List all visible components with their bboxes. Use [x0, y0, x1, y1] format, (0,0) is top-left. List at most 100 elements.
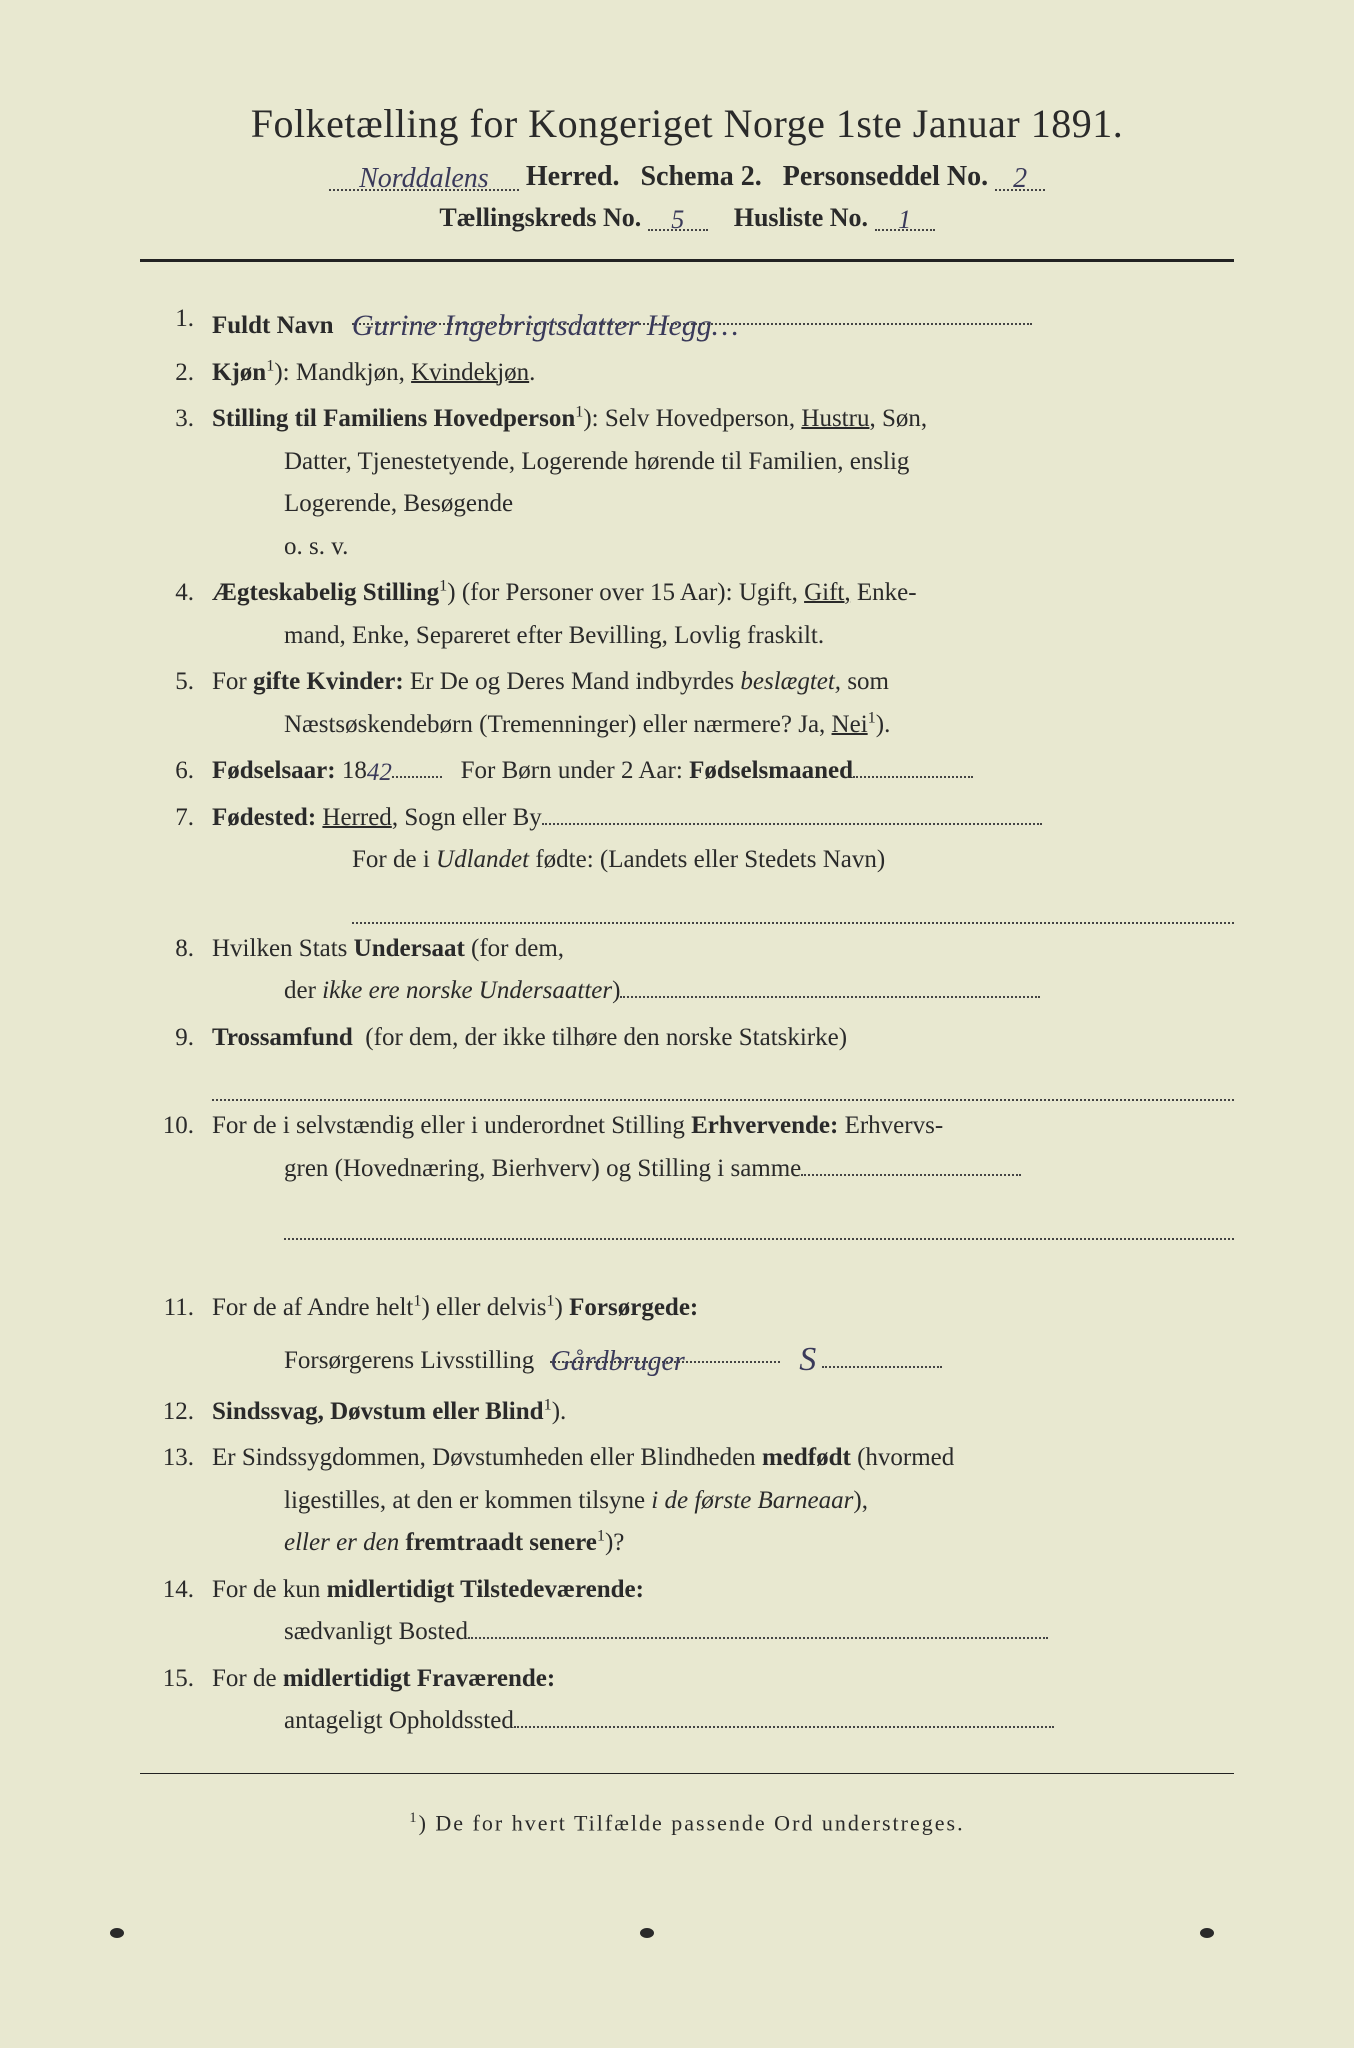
field-15: 15. For de midlertidigt Fraværende: anta… — [140, 1658, 1234, 1743]
divider-bottom — [140, 1773, 1234, 1774]
herred-underlined: Herred — [322, 804, 391, 831]
text: ) — [555, 1294, 570, 1321]
full-name-hand: Gurine Ingebrigtsdatter Hegg… — [352, 309, 739, 342]
line: Logerende, Besøgende — [212, 483, 1234, 526]
census-form-page: Folketælling for Kongeriget Norge 1ste J… — [0, 0, 1354, 2048]
field-3: 3. Stilling til Familiens Hovedperson1):… — [140, 398, 1234, 568]
personseddel-no: 2 — [1013, 163, 1027, 194]
field-9: 9. Trossamfund (for dem, der ikke tilhør… — [140, 1017, 1234, 1102]
gift-underlined: Gift, — [804, 579, 851, 606]
field-5: 5. For gifte Kvinder: Er De og Deres Man… — [140, 661, 1234, 746]
year-prefix: 18 — [342, 757, 367, 784]
field-num: 9. — [140, 1017, 212, 1060]
line: ligestilles, at den er kommen tilsyne i … — [284, 1487, 868, 1514]
personseddel-label: Personseddel No. — [783, 161, 988, 192]
subtitle-line-1: Norddalens Herred. Schema 2. Personsedde… — [140, 161, 1234, 193]
text: Enke- — [851, 579, 917, 606]
field-8: 8. Hvilken Stats Undersaat (for dem, der… — [140, 928, 1234, 1013]
field-num: 10. — [140, 1105, 212, 1148]
field-10: 10. For de i selvstændig eller i underor… — [140, 1105, 1234, 1240]
line: der ikke ere norske Undersaatter) — [284, 977, 620, 1004]
text: For de af Andre helt — [212, 1294, 413, 1321]
line: mand, Enke, Separeret efter Bevilling, L… — [212, 615, 1234, 658]
line: For de kun midlertidigt Tilstedeværende: — [212, 1576, 644, 1603]
divider-top — [140, 259, 1234, 262]
field-num: 13. — [140, 1437, 212, 1480]
field-label: Stilling til Familiens Hovedperson — [212, 405, 575, 432]
tail: , Sogn eller By — [392, 804, 542, 831]
husliste-label: Husliste No. — [734, 203, 868, 232]
blank-line — [212, 1059, 1234, 1101]
tail: . — [529, 359, 535, 386]
field-num: 1. — [140, 298, 212, 341]
field-num: 4. — [140, 572, 212, 615]
tail: ). — [876, 711, 891, 738]
field-label: Fuldt Navn — [212, 312, 334, 339]
hustru-underlined: Hustru — [801, 405, 869, 432]
text: For de i selvstændig eller i underordnet… — [212, 1112, 691, 1139]
field-num: 14. — [140, 1569, 212, 1612]
footnote: 1) De for hvert Tilfælde passende Ord un… — [140, 1810, 1234, 1836]
schema-label: Schema 2. — [640, 161, 761, 192]
line: For gifte Kvinder: Er De og Deres Mand i… — [212, 668, 889, 695]
line: Forsørgerens Livsstilling — [284, 1347, 534, 1374]
ink-mark — [110, 1928, 124, 1938]
kreds-no: 5 — [671, 205, 684, 234]
herred-label: Herred. — [526, 161, 620, 192]
text: (for dem, der ikke tilhøre den norske St… — [365, 1024, 847, 1051]
blank-line — [352, 882, 1234, 924]
field-num: 12. — [140, 1391, 212, 1434]
line: Hvilken Stats Undersaat (for dem, — [212, 935, 564, 962]
subtitle-line-2: Tællingskreds No. 5 Husliste No. 1 — [140, 203, 1234, 233]
line: gren (Hovednæring, Bierhverv) og Stillin… — [284, 1155, 801, 1182]
field-num: 5. — [140, 661, 212, 704]
field-11: 11. For de af Andre helt1) eller delvis1… — [140, 1287, 1234, 1387]
kreds-label: Tællingskreds No. — [439, 203, 641, 232]
field-num: 8. — [140, 928, 212, 971]
line: Er Sindssygdommen, Døvstumheden eller Bl… — [212, 1444, 954, 1471]
sup: 1 — [544, 1395, 552, 1413]
field-6: 6. Fødselsaar: 1842 For Børn under 2 Aar… — [140, 750, 1234, 793]
line: Datter, Tjenestetyende, Logerende hørend… — [212, 441, 1234, 484]
field-label: Kjøn — [212, 359, 266, 386]
sup: 1 — [868, 708, 876, 726]
footnote-text: ) De for hvert Tilfælde passende Ord und… — [419, 1810, 965, 1835]
field-num: 15. — [140, 1658, 212, 1701]
bold: fremtraadt senere — [405, 1529, 596, 1556]
text: , Søn, — [869, 405, 927, 432]
livsstilling-hand-s: S — [799, 1341, 816, 1378]
sup: 1 — [597, 1527, 605, 1545]
tail: )? — [605, 1529, 624, 1556]
text: Næstsøskendebørn (Tremenninger) eller næ… — [284, 711, 832, 738]
livsstilling-hand: Gårdbruger — [550, 1346, 684, 1377]
field-7: 7. Fødested: Herred, Sogn eller By For d… — [140, 797, 1234, 924]
field-label: Trossamfund — [212, 1024, 353, 1051]
field-4: 4. Ægteskabelig Stilling1) (for Personer… — [140, 572, 1234, 657]
footnote-sup: 1 — [409, 1810, 418, 1826]
blank-line — [284, 1198, 1234, 1240]
page-title: Folketælling for Kongeriget Norge 1ste J… — [140, 100, 1234, 147]
field-num: 3. — [140, 398, 212, 441]
year-hand: 42 — [367, 759, 392, 786]
line: For de midlertidigt Fraværende: — [212, 1665, 555, 1692]
field-2: 2. Kjøn1): Mandkjøn, Kvindekjøn. — [140, 352, 1234, 395]
field-label: Ægteskabelig Stilling — [212, 579, 439, 606]
line: sædvanligt Bosted — [284, 1618, 468, 1645]
line: antageligt Opholdssted — [284, 1707, 514, 1734]
field-num: 6. — [140, 750, 212, 793]
text: ): Mandkjøn, — [274, 359, 411, 386]
field-12: 12. Sindssvag, Døvstum eller Blind1). — [140, 1391, 1234, 1434]
field-num: 7. — [140, 797, 212, 840]
text: ) eller delvis — [421, 1294, 546, 1321]
field-num: 11. — [140, 1287, 212, 1330]
label2: Fødselsmaaned — [689, 757, 853, 784]
herred-handwritten: Norddalens — [359, 163, 489, 194]
text: Erhvervs- — [838, 1112, 943, 1139]
erhvervende: Erhvervende: — [691, 1112, 838, 1139]
husliste-no: 1 — [898, 205, 911, 234]
field-list: 1. Fuldt Navn Gurine Ingebrigtsdatter He… — [140, 298, 1234, 1743]
nei-underlined: Nei — [832, 711, 868, 738]
field-num: 2. — [140, 352, 212, 395]
kvindekjon-underlined: Kvindekjøn — [411, 359, 529, 386]
sup: 1 — [546, 1291, 554, 1309]
